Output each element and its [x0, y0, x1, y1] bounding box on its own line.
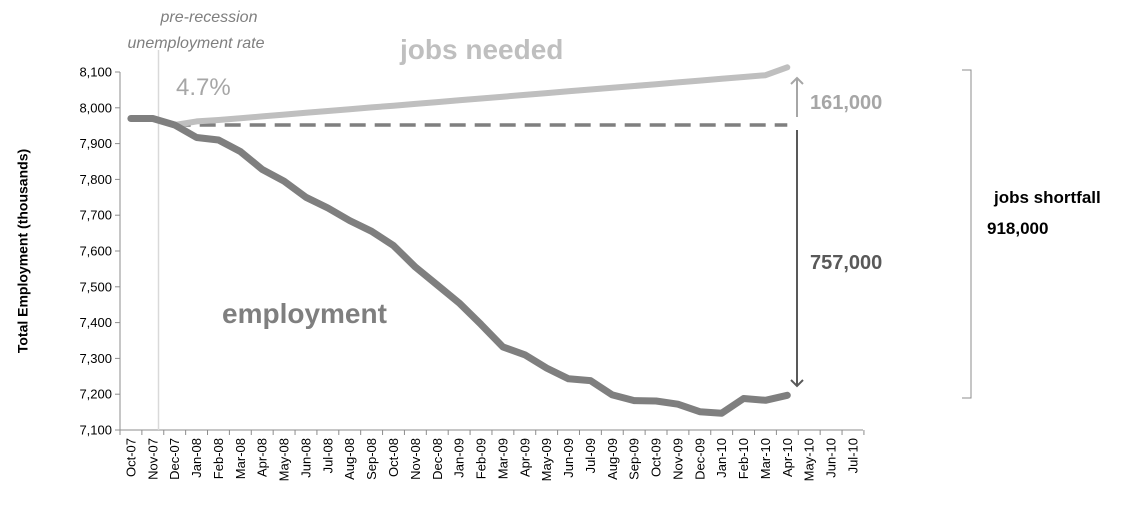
y-tick-label: 7,800	[79, 172, 112, 187]
x-tick-label: Apr-08	[255, 438, 270, 477]
x-tick-label: Mar-08	[233, 438, 248, 479]
rate-label: 4.7%	[176, 74, 231, 101]
employment-label: employment	[222, 298, 387, 329]
y-tick-label: 8,100	[79, 65, 112, 80]
x-tick-label: Dec-09	[692, 438, 707, 480]
y-tick-label: 7,500	[79, 279, 112, 294]
jobs-needed-label: jobs needed	[399, 34, 563, 65]
x-tick-label: Mar-10	[758, 438, 773, 479]
gap-employment-value: 757,000	[810, 252, 882, 274]
x-tick-label: Aug-09	[605, 438, 620, 480]
series-line-jobs-needed	[127, 64, 791, 128]
y-tick-label: 7,400	[79, 315, 112, 330]
x-tick-label: Aug-08	[342, 438, 357, 480]
x-tick-label: Jul-10	[845, 438, 860, 473]
series-line-employment	[127, 115, 791, 417]
x-tick-label: Apr-10	[780, 438, 795, 477]
y-tick-label: 7,100	[79, 423, 112, 438]
x-tick-label: Sep-08	[364, 438, 379, 480]
x-tick-label: Oct-08	[386, 438, 401, 477]
x-tick-label: Nov-08	[408, 438, 423, 480]
y-tick-label: 7,900	[79, 136, 112, 151]
x-tick-label: Oct-09	[649, 438, 664, 477]
y-ticks: 7,100 7,200 7,300 7,400 7,500 7,600 7,700 7,800…	[79, 65, 120, 438]
y-tick-label: 7,200	[79, 387, 112, 402]
gap-needed-value: 161,000	[810, 92, 882, 114]
pre-recession-label-line2: unemployment rate	[128, 35, 265, 52]
y-tick-label: 8,000	[79, 100, 112, 115]
y-tick-label: 7,300	[79, 351, 112, 366]
y-tick-label: 7,700	[79, 208, 112, 223]
x-tick-label: Jul-08	[320, 438, 335, 473]
x-tick-label: Apr-09	[517, 438, 532, 477]
x-tick-label: Feb-08	[211, 438, 226, 479]
x-tick-label: Nov-07	[145, 438, 160, 480]
x-tick-label: Sep-09	[627, 438, 642, 480]
x-tick-label: Mar-09	[495, 438, 510, 479]
shortfall-title: jobs shortfall	[993, 188, 1101, 207]
x-tick-label: Jun-08	[298, 438, 313, 478]
x-tick-label: Jan-09	[452, 438, 467, 478]
x-tick-label: Feb-10	[736, 438, 751, 479]
x-tick-label: Jan-08	[189, 438, 204, 478]
x-tick-label: May-10	[802, 438, 817, 481]
x-tick-label: Oct-07	[123, 438, 138, 477]
x-tick-label: Dec-08	[430, 438, 445, 480]
series-layer	[127, 64, 791, 417]
x-tick-label: May-08	[277, 438, 292, 481]
y-tick-label: 7,600	[79, 244, 112, 259]
x-tick-label: Jul-09	[583, 438, 598, 473]
x-ticks: Oct-07 Nov-07 Dec-07 Jan-08 Feb-08 Mar-08 Apr-…	[119, 430, 865, 481]
x-tick-label: Feb-09	[474, 438, 489, 479]
x-tick-label: May-09	[539, 438, 554, 481]
y-axis-label: Total Employment (thousands)	[15, 149, 31, 353]
shortfall-value: 918,000	[987, 219, 1048, 238]
pre-recession-label-line1: pre-recession	[160, 9, 258, 26]
shortfall-bracket	[962, 69, 972, 399]
x-tick-label: Jun-10	[824, 438, 839, 478]
x-tick-label: Nov-09	[670, 438, 685, 480]
x-tick-label: Jan-10	[714, 438, 729, 478]
x-tick-label: Dec-07	[167, 438, 182, 480]
x-tick-label: Jun-09	[561, 438, 576, 478]
